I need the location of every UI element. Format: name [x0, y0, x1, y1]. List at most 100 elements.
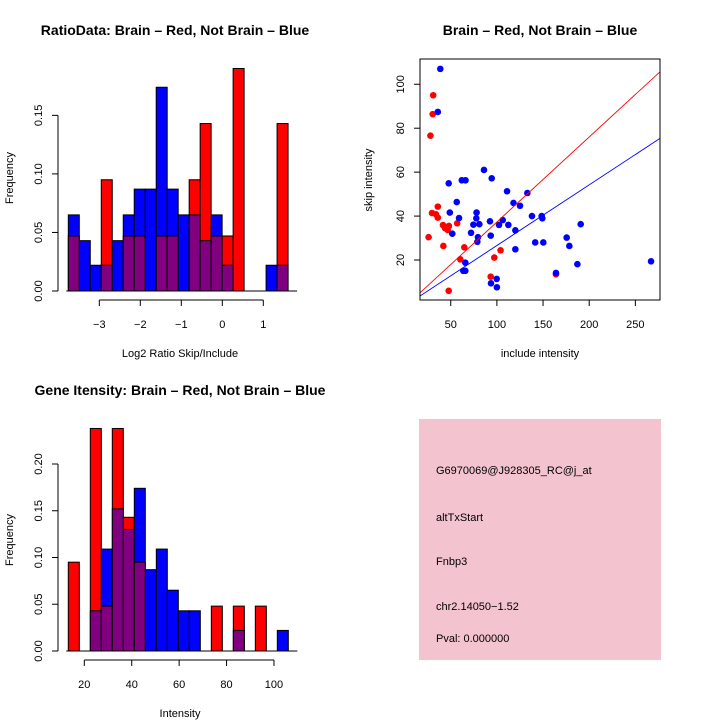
brain-fit-line — [420, 71, 660, 294]
not-brain-point — [505, 221, 512, 229]
not-brain-point — [470, 221, 477, 228]
not-brain-point — [486, 218, 494, 225]
y-tick-label: 60 — [395, 166, 407, 178]
event-type: altTxStart — [436, 512, 483, 524]
not-brain-bar — [89, 264, 102, 292]
not-brain-point — [495, 221, 503, 229]
y-tick-label: 0.05 — [33, 594, 45, 615]
not-brain-point — [455, 214, 463, 222]
overlap-bar — [100, 264, 113, 292]
not-brain-point — [512, 245, 519, 253]
intensity-histogram-ylabel: Frequency — [4, 514, 16, 566]
not-brain-point — [445, 180, 453, 187]
not-brain-point — [512, 227, 519, 234]
y-tick-label: 40 — [395, 210, 407, 222]
x-tick-label: 100 — [488, 319, 506, 331]
overlap-bar — [67, 235, 80, 292]
x-tick-label: 50 — [445, 319, 457, 331]
not-brain-bar — [166, 589, 179, 652]
ratio-histogram-title: RatioData: Brain – Red, Not Brain – Blue — [41, 22, 310, 38]
not-brain-point — [437, 65, 444, 73]
not-brain-bar — [188, 610, 201, 652]
not-brain-point — [473, 209, 480, 216]
y-tick-label: 0.05 — [33, 222, 45, 243]
not-brain-point — [467, 229, 475, 237]
brain-point — [434, 214, 442, 221]
brain-point — [429, 110, 437, 118]
not-brain-point — [476, 220, 483, 228]
y-tick-label: 0.10 — [33, 163, 45, 184]
x-tick-label: 80 — [220, 679, 232, 691]
x-tick-label: 200 — [580, 319, 598, 331]
not-brain-point — [528, 212, 536, 220]
x-tick-label: 40 — [126, 679, 138, 691]
not-brain-bar — [111, 240, 124, 292]
intensity-histogram-title: Gene Itensity: Brain – Red, Not Brain – … — [35, 382, 326, 398]
brain-bar — [210, 605, 223, 652]
overlap-bar — [188, 214, 201, 292]
not-brain-point — [531, 239, 539, 246]
overlap-bar — [122, 235, 135, 292]
intensity-histogram: Gene Itensity: Brain – Red, Not Brain – … — [4, 382, 326, 720]
not-brain-bar — [177, 214, 190, 292]
intensity-histogram-xlabel: Intensity — [160, 708, 201, 720]
not-brain-bar — [144, 188, 157, 292]
not-brain-point — [487, 280, 495, 287]
not-brain-point — [647, 258, 655, 265]
not-brain-point — [462, 259, 469, 266]
not-brain-point — [503, 187, 511, 195]
overlap-bar — [100, 605, 113, 652]
brain-bar — [232, 68, 245, 292]
overlap-bar — [133, 235, 146, 292]
overlap-bar — [210, 235, 223, 292]
not-brain-fit-line — [420, 137, 660, 297]
not-brain-point — [574, 260, 581, 268]
scatter-xlabel: include intensity — [501, 348, 580, 360]
x-tick-label: 250 — [626, 319, 644, 331]
y-tick-label: 0.00 — [33, 280, 45, 301]
not-brain-point — [552, 269, 560, 277]
not-brain-point — [462, 267, 469, 275]
not-brain-point — [434, 108, 442, 116]
overlap-bar — [221, 264, 234, 292]
brain-point — [453, 220, 461, 227]
x-tick-label: 150 — [534, 319, 552, 331]
brain-point — [461, 243, 468, 251]
not-brain-point — [480, 166, 488, 174]
y-tick-label: 0.10 — [33, 547, 45, 568]
y-tick-label: 0.15 — [33, 500, 45, 521]
not-brain-point — [566, 242, 573, 250]
y-tick-label: 0.00 — [33, 640, 45, 661]
x-tick-label: 1 — [260, 319, 266, 331]
x-tick-label: 20 — [78, 679, 90, 691]
y-tick-label: 80 — [395, 122, 407, 134]
brain-bar — [67, 561, 80, 652]
x-tick-label: −2 — [134, 319, 147, 331]
y-tick-label: 0.15 — [33, 105, 45, 126]
overlap-bar — [111, 508, 124, 652]
not-brain-point — [462, 176, 469, 184]
brain-point — [440, 242, 447, 250]
not-brain-bar — [78, 240, 91, 292]
brain-point — [487, 273, 495, 281]
ratio-histogram: RatioData: Brain – Red, Not Brain – Blue… — [4, 22, 309, 360]
not-brain-point — [473, 214, 480, 222]
plot-frame — [419, 58, 661, 301]
overlap-bar — [133, 561, 146, 652]
overlap-bar — [276, 264, 289, 292]
not-brain-point — [487, 232, 495, 239]
not-brain-point — [474, 238, 481, 246]
brain-point — [434, 203, 442, 210]
ratio-histogram-ylabel: Frequency — [4, 152, 16, 204]
not-brain-point — [488, 174, 496, 182]
y-tick-label: 20 — [395, 254, 407, 266]
not-brain-point — [563, 234, 570, 241]
overlap-bar — [89, 610, 102, 652]
not-brain-point — [446, 209, 454, 216]
brain-point — [427, 132, 434, 139]
not-brain-point — [493, 275, 501, 283]
y-tick-label: 0.20 — [33, 453, 45, 474]
not-brain-point — [577, 220, 585, 228]
x-tick-label: 0 — [219, 319, 225, 331]
